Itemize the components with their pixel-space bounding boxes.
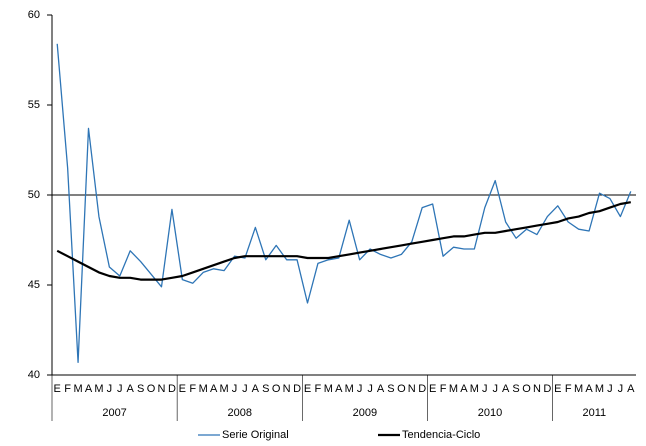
x-tick-label: O (397, 383, 406, 395)
x-tick-label: A (502, 383, 510, 395)
x-tick-label: D (293, 383, 301, 395)
x-tick-label: F (565, 383, 572, 395)
x-tick-label: J (367, 383, 373, 395)
x-tick-label: M (449, 383, 458, 395)
x-tick-label: O (522, 383, 531, 395)
group-label: 2008 (227, 407, 251, 419)
x-tick-label: D (168, 383, 176, 395)
x-tick-label: N (408, 383, 416, 395)
x-tick-label: A (377, 383, 385, 395)
y-tick-label: 60 (28, 9, 40, 21)
group-label: 2010 (478, 407, 502, 419)
x-tick-label: E (54, 383, 61, 395)
x-tick-label: E (179, 383, 186, 395)
series-line (56, 201, 631, 281)
x-tick-label: F (440, 383, 447, 395)
x-tick-label: N (158, 383, 166, 395)
x-tick-label: A (252, 383, 260, 395)
x-tick-label: M (574, 383, 583, 395)
x-tick-label: A (585, 383, 593, 395)
x-tick-label: M (73, 383, 82, 395)
legend-label: Tendencia-Ciclo (402, 429, 480, 441)
y-tick-label: 55 (28, 99, 40, 111)
y-tick-label: 45 (28, 279, 40, 291)
x-tick-label: N (533, 383, 541, 395)
x-tick-label: J (357, 383, 363, 395)
legend-label: Serie Original (222, 429, 289, 441)
x-tick-label: J (607, 383, 613, 395)
x-tick-label: S (137, 383, 144, 395)
x-tick-label: S (387, 383, 394, 395)
x-tick-label: S (262, 383, 269, 395)
x-tick-label: M (199, 383, 208, 395)
x-tick-label: E (304, 383, 311, 395)
x-tick-label: M (324, 383, 333, 395)
group-label: 2011 (582, 407, 606, 419)
x-tick-label: J (492, 383, 498, 395)
x-tick-label: F (64, 383, 71, 395)
x-tick-label: D (418, 383, 426, 395)
group-label: 2007 (102, 407, 126, 419)
x-tick-label: O (147, 383, 156, 395)
x-tick-label: J (232, 383, 238, 395)
x-tick-label: J (618, 383, 624, 395)
series-line (56, 43, 632, 364)
x-tick-label: A (127, 383, 135, 395)
x-tick-label: M (470, 383, 479, 395)
x-tick-label: A (460, 383, 468, 395)
x-tick-label: S (512, 383, 519, 395)
x-tick-label: O (272, 383, 281, 395)
x-tick-label: J (242, 383, 248, 395)
x-tick-label: F (189, 383, 196, 395)
x-tick-label: J (482, 383, 488, 395)
x-tick-label: E (554, 383, 561, 395)
x-tick-label: A (627, 383, 635, 395)
x-tick-label: J (117, 383, 123, 395)
x-tick-label: M (345, 383, 354, 395)
x-tick-label: J (107, 383, 113, 395)
x-tick-label: D (543, 383, 551, 395)
x-tick-label: M (219, 383, 228, 395)
x-tick-label: M (595, 383, 604, 395)
group-label: 2009 (353, 407, 377, 419)
x-tick-label: N (283, 383, 291, 395)
x-tick-label: E (429, 383, 436, 395)
x-tick-label: A (210, 383, 218, 395)
x-tick-label: A (85, 383, 93, 395)
x-tick-label: F (315, 383, 322, 395)
x-tick-label: A (335, 383, 343, 395)
x-tick-label: M (94, 383, 103, 395)
y-tick-label: 50 (28, 189, 40, 201)
y-tick-label: 40 (28, 369, 40, 381)
